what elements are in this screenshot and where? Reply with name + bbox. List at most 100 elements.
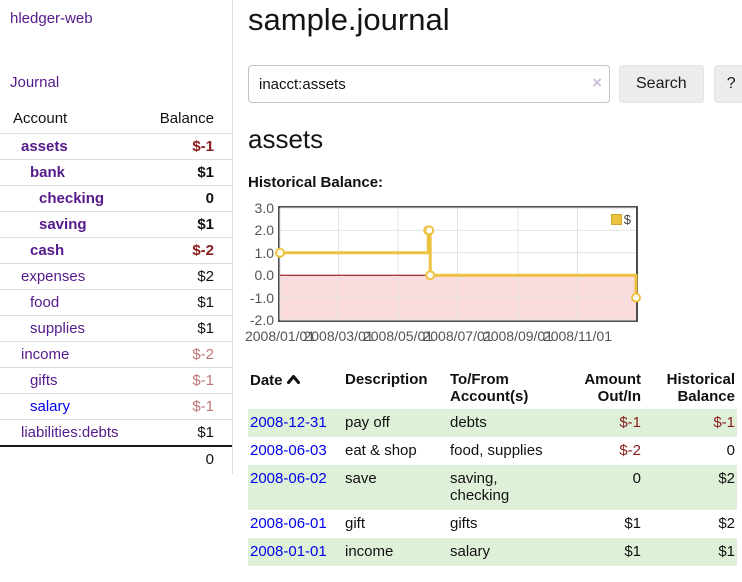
table-row: expenses $2 bbox=[0, 263, 232, 290]
transaction-accounts: food, supplies bbox=[450, 442, 543, 459]
transactions-table: Date Description To/From Account(s) Amou… bbox=[248, 369, 737, 566]
transaction-balance: $1 bbox=[718, 543, 735, 560]
table-row: 2008-06-03 eat & shop food, supplies $-2… bbox=[248, 437, 737, 465]
chart-title: Historical Balance: bbox=[248, 174, 384, 191]
account-balance: 0 bbox=[144, 185, 232, 212]
accounts-total-balance: 0 bbox=[144, 445, 232, 472]
account-link-food[interactable]: food bbox=[30, 294, 60, 311]
transaction-date-link[interactable]: 2008-06-01 bbox=[250, 515, 327, 532]
description-col-header: Description bbox=[345, 371, 428, 388]
legend-label: $ bbox=[623, 212, 631, 227]
account-balance: $-2 bbox=[144, 237, 232, 264]
table-row: checking 0 bbox=[0, 185, 232, 212]
account-balance: $1 bbox=[144, 315, 232, 342]
x-axis-tick-label: 2008/03/01 bbox=[303, 328, 374, 344]
transaction-accounts: saving, checking bbox=[450, 470, 510, 504]
transaction-description: save bbox=[345, 470, 377, 487]
sidebar: hledger-web Journal Account Balance asse… bbox=[0, 0, 233, 474]
account-balance: $-2 bbox=[144, 341, 232, 368]
table-row: 2008-06-01 gift gifts $1 $2 bbox=[248, 510, 737, 538]
y-axis-tick-label: 3.0 bbox=[254, 200, 274, 216]
transaction-description: pay off bbox=[345, 414, 390, 431]
account-link-salary[interactable]: salary bbox=[30, 398, 71, 415]
accounts-col-header: To/From Account(s) bbox=[450, 371, 529, 405]
clear-search-icon[interactable]: × bbox=[592, 73, 602, 92]
account-link-income[interactable]: income bbox=[21, 346, 70, 363]
account-balance: $1 bbox=[144, 211, 232, 238]
transaction-accounts: gifts bbox=[450, 515, 478, 532]
account-balance: $1 bbox=[144, 289, 232, 316]
table-row: food $1 bbox=[0, 289, 232, 316]
account-balance: $1 bbox=[144, 419, 232, 446]
table-row: liabilities:debts $1 bbox=[0, 419, 232, 446]
transaction-balance: $2 bbox=[718, 470, 735, 487]
date-col-header[interactable]: Date bbox=[248, 369, 343, 409]
x-axis-tick-label: 2008/11/01 bbox=[542, 328, 612, 344]
y-axis-tick-label: 2.0 bbox=[254, 222, 274, 239]
accounts-total-row: 0 bbox=[0, 445, 232, 472]
account-link-saving[interactable]: saving bbox=[39, 216, 87, 233]
y-axis-tick-label: 1.0 bbox=[254, 244, 274, 261]
search-input[interactable] bbox=[248, 65, 610, 103]
legend-swatch-icon bbox=[610, 214, 622, 225]
transaction-date-link[interactable]: 2008-01-01 bbox=[250, 543, 327, 560]
account-link-cash[interactable]: cash bbox=[30, 242, 65, 259]
account-link-liabilities-debts[interactable]: liabilities:debts bbox=[21, 424, 119, 441]
balance-col-header: Balance bbox=[159, 110, 214, 127]
account-balance: $-1 bbox=[144, 367, 232, 394]
chart-plot-area[interactable]: $ bbox=[275, 206, 641, 322]
chart-x-axis-labels: 2008/01/01 2008/03/01 2008/05/01 2008/07/01… bbox=[245, 328, 636, 346]
help-button[interactable]: ? bbox=[713, 65, 742, 103]
x-axis-tick-label: 2008/07/01 bbox=[422, 328, 493, 344]
table-row: cash $-2 bbox=[0, 237, 232, 264]
transaction-balance: $-1 bbox=[713, 414, 735, 431]
transaction-accounts: salary bbox=[450, 543, 491, 560]
account-heading: assets bbox=[248, 124, 324, 154]
table-row: bank $1 bbox=[0, 159, 232, 186]
x-axis-tick-label: 2008/05/01 bbox=[362, 328, 434, 344]
transaction-date-link[interactable]: 2008-06-03 bbox=[250, 442, 327, 459]
transaction-date-link[interactable]: 2008-06-02 bbox=[250, 470, 327, 487]
account-link-bank[interactable]: bank bbox=[30, 164, 66, 181]
y-axis-tick-label: 0.0 bbox=[254, 267, 274, 284]
account-link-supplies[interactable]: supplies bbox=[30, 320, 86, 337]
table-row: assets $-1 bbox=[0, 133, 232, 160]
table-row: salary $-1 bbox=[0, 393, 232, 420]
account-balance: $-1 bbox=[144, 133, 232, 160]
table-row: supplies $1 bbox=[0, 315, 232, 342]
transaction-amount: $1 bbox=[624, 543, 641, 560]
sort-ascending-icon bbox=[286, 371, 300, 388]
account-balance: $-1 bbox=[144, 393, 232, 420]
chart-canvas bbox=[275, 207, 641, 321]
y-axis-tick-label: -1.0 bbox=[249, 289, 274, 306]
search-form: × Search ? bbox=[248, 65, 742, 103]
transaction-amount: $-2 bbox=[619, 442, 641, 459]
account-link-expenses[interactable]: expenses bbox=[21, 268, 86, 285]
transaction-description: income bbox=[345, 543, 394, 560]
y-axis-tick-label: -2.0 bbox=[249, 312, 274, 328]
amount-col-header: Amount Out/In bbox=[584, 371, 641, 405]
transaction-date-link[interactable]: 2008-12-31 bbox=[250, 414, 327, 431]
chart-y-axis-labels: 3.0 2.0 1.0 0.0 -1.0 -2.0 bbox=[248, 200, 274, 328]
historical-balance-chart: 3.0 2.0 1.0 0.0 -1.0 -2.0 $ 2008/01/01 2008/03… bbox=[245, 200, 742, 350]
table-row: gifts $-1 bbox=[0, 367, 232, 394]
table-row: income $-2 bbox=[0, 341, 232, 368]
table-row: 2008-01-01 income salary $1 $1 bbox=[248, 538, 737, 566]
search-button[interactable]: Search bbox=[619, 65, 704, 103]
table-row: 2008-06-02 save saving, checking 0 $2 bbox=[248, 465, 737, 510]
transaction-accounts: debts bbox=[450, 414, 487, 431]
account-balance: $2 bbox=[144, 263, 232, 290]
x-axis-tick-label: 2008/09/01 bbox=[482, 328, 554, 344]
balance-col-header: Historical Balance bbox=[666, 371, 735, 405]
accounts-col-header: Account bbox=[13, 110, 68, 127]
table-row: 2008-12-31 pay off debts $-1 $-1 bbox=[248, 409, 737, 437]
chart-legend: $ bbox=[610, 212, 631, 227]
sidebar-item-journal[interactable]: Journal bbox=[10, 74, 60, 91]
account-link-checking[interactable]: checking bbox=[39, 190, 105, 207]
account-link-assets[interactable]: assets bbox=[21, 138, 68, 155]
account-link-gifts[interactable]: gifts bbox=[30, 372, 58, 389]
app-brand-link[interactable]: hledger-web bbox=[10, 10, 93, 27]
x-axis-tick-label: 2008/01/01 bbox=[244, 328, 316, 344]
main-content: sample.journal × Search ? assets Histori… bbox=[233, 0, 742, 582]
